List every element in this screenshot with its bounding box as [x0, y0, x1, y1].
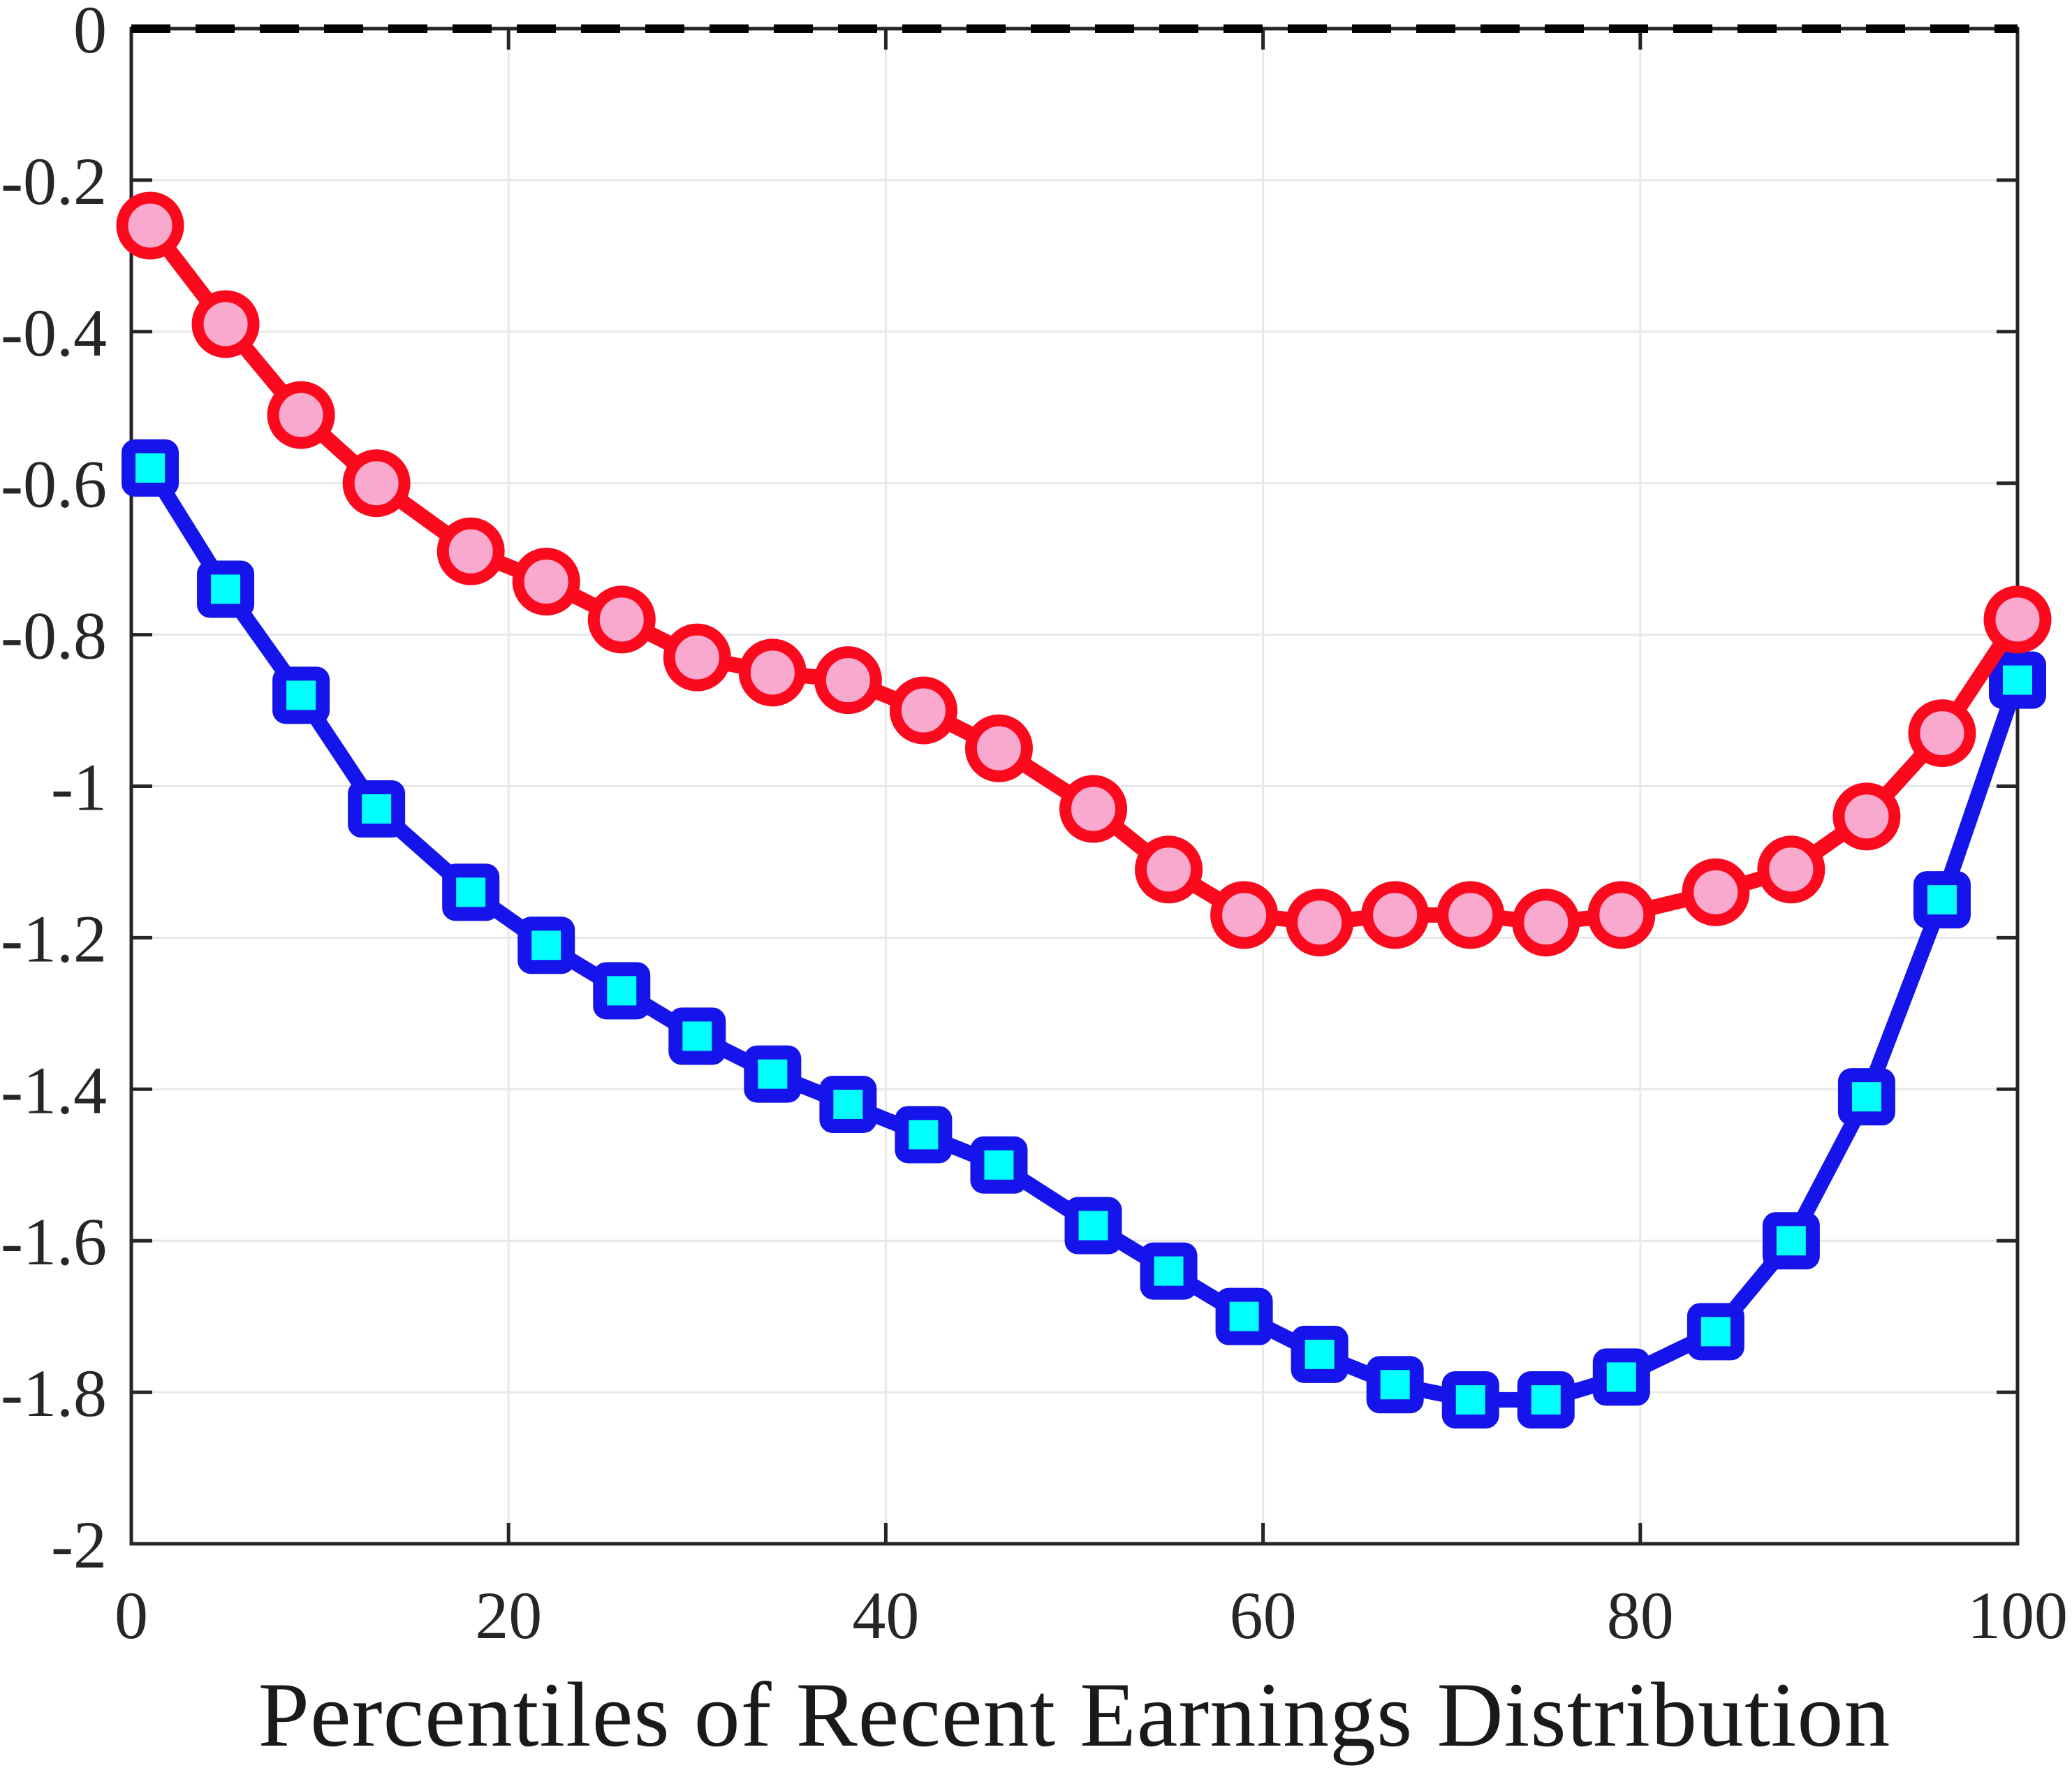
blue-squares-marker	[1913, 871, 1971, 929]
y-tick-label: -1	[51, 750, 107, 825]
blue-squares-marker	[122, 439, 179, 497]
blue-squares-marker	[1215, 1287, 1273, 1345]
x-tick-label: 80	[1607, 1578, 1674, 1653]
blue-squares-marker	[1837, 1068, 1895, 1126]
red-circles-marker	[814, 646, 882, 715]
y-tick-label: -0.2	[1, 144, 107, 219]
y-tick-label: -1.4	[1, 1053, 107, 1127]
blue-squares-marker	[1687, 1303, 1744, 1361]
red-circles-marker	[1587, 881, 1656, 949]
blue-squares-marker	[668, 1007, 726, 1065]
red-circles-marker	[738, 638, 807, 707]
red-circles-marker	[1135, 835, 1203, 904]
red-circles-marker	[436, 517, 505, 585]
blue-squares-marker	[442, 863, 500, 921]
blue-squares-marker	[348, 780, 406, 838]
red-circles-marker	[587, 585, 656, 654]
red-circles-marker	[1908, 699, 1976, 768]
red-circles-marker	[1512, 889, 1580, 957]
red-circles-marker	[191, 290, 260, 358]
red-circles-marker	[116, 191, 184, 260]
blue-squares-marker	[517, 916, 575, 974]
x-tick-label: 20	[475, 1578, 542, 1653]
y-tick-label: 0	[73, 0, 107, 67]
blue-squares-marker	[1366, 1356, 1424, 1414]
red-circles-marker	[964, 714, 1033, 782]
x-tick-label: 60	[1230, 1578, 1297, 1653]
red-circles-marker	[512, 548, 580, 616]
y-tick-label: -1.6	[1, 1204, 107, 1279]
blue-squares-marker	[1989, 651, 2046, 709]
x-tick-label: 100	[1967, 1578, 2068, 1653]
blue-squares-marker	[593, 962, 651, 1020]
blue-squares-marker	[272, 666, 330, 724]
blue-squares-marker	[819, 1075, 877, 1133]
red-circles-marker	[1286, 889, 1354, 957]
blue-squares-marker	[1592, 1348, 1650, 1406]
y-tick-label: -0.4	[1, 295, 107, 370]
red-circles-marker	[1757, 835, 1825, 904]
blue-squares-marker	[1441, 1371, 1499, 1429]
y-tick-label: -1.2	[1, 901, 107, 976]
y-tick-label: -0.6	[1, 447, 107, 522]
blue-squares-marker	[1291, 1325, 1349, 1383]
red-circles-marker	[342, 449, 411, 518]
y-tick-label: -0.8	[1, 599, 107, 673]
red-circles-marker	[1361, 881, 1430, 949]
blue-squares-marker	[1140, 1242, 1198, 1300]
blue-squares-line	[142, 460, 2025, 1408]
red-circles-marker	[267, 381, 335, 449]
blue-squares-marker	[970, 1136, 1028, 1194]
blue-squares-marker	[1762, 1212, 1820, 1270]
red-circles-marker	[1059, 775, 1128, 843]
y-tick-label: -1.8	[1, 1356, 107, 1431]
blue-squares-marker	[1064, 1197, 1122, 1255]
blue-squares-marker	[1517, 1371, 1575, 1429]
red-circles-marker	[663, 623, 731, 692]
red-circles-marker	[1983, 585, 2052, 654]
blue-squares-marker	[895, 1106, 953, 1164]
blue-squares-marker	[197, 560, 255, 618]
red-circles-marker	[1832, 782, 1901, 851]
y-tick-label: -2	[51, 1507, 107, 1582]
blue-squares-marker	[744, 1045, 802, 1103]
red-circles-marker	[889, 676, 957, 745]
x-axis-label: Percentiles of Recent Earnings Distribut…	[258, 1663, 1891, 1766]
red-circles-marker	[1682, 858, 1750, 926]
x-tick-label: 40	[852, 1578, 919, 1653]
red-circles-marker	[1210, 881, 1279, 949]
red-circles-marker	[1437, 881, 1505, 949]
x-tick-label: 0	[115, 1578, 148, 1653]
